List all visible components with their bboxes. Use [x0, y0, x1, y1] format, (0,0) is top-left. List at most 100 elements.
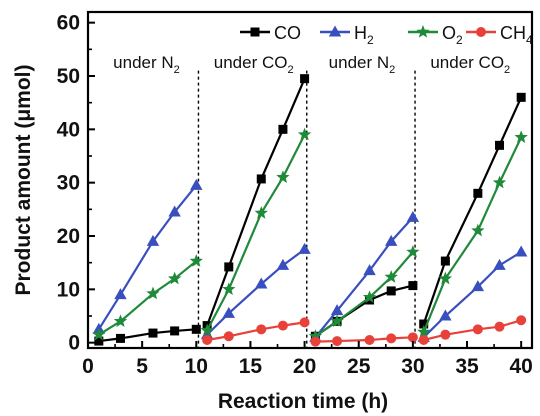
data-point-co-3-5 — [408, 281, 418, 291]
data-point-o2-3-2 — [330, 314, 344, 327]
series-line-h2-3 — [314, 216, 414, 339]
series-line-ch4-1 — [206, 321, 305, 342]
legend-marker — [250, 27, 260, 37]
phase-annotations: under N2 under CO2 under N2 under CO2 — [113, 53, 510, 76]
data-point-o2-2-1 — [200, 323, 214, 337]
legend: CO H2 O2 CH4 — [240, 23, 533, 47]
legend-item-h2: H2 — [320, 23, 374, 47]
series-line-o2-2 — [206, 134, 306, 331]
data-point-h2-2-5 — [298, 242, 311, 254]
data-point-h2-1-5 — [190, 178, 203, 190]
data-point-co-4-4 — [495, 140, 505, 150]
data-point-ch4-3-1 — [418, 335, 429, 345]
x-tick-label: 0 — [82, 355, 94, 378]
data-point-co-4-3 — [473, 188, 483, 198]
data-point-co-2-5 — [300, 74, 310, 84]
data-series — [92, 74, 528, 347]
data-point-h2-4-3 — [471, 280, 485, 292]
data-point-o2-1-5 — [189, 254, 203, 267]
series-o2 — [92, 127, 528, 342]
legend-label: CH4 — [500, 23, 533, 47]
legend-item-co: CO — [240, 23, 301, 43]
legend-marker — [328, 25, 342, 37]
y-tick-label: 50 — [57, 65, 80, 88]
y-tick-label: 20 — [57, 225, 80, 248]
data-point-ch4-3-3 — [472, 324, 483, 335]
y-tick-label: 40 — [57, 118, 80, 141]
data-point-o2-1-2 — [113, 314, 128, 327]
data-point-ch4-2-2 — [332, 336, 343, 347]
data-point-co-1-2 — [115, 333, 125, 343]
data-point-h2-3-4 — [385, 234, 398, 246]
data-point-o2-4-5 — [514, 130, 528, 143]
data-point-co-1-3 — [148, 328, 158, 338]
x-axis-title: Reaction time (h) — [218, 390, 388, 413]
y-axis-title: Product amount (μmol) — [12, 65, 35, 296]
series-co — [94, 74, 526, 346]
x-tick-label: 15 — [239, 355, 263, 378]
series-line-o2-1 — [98, 260, 197, 336]
data-point-o2-4-3 — [471, 223, 485, 237]
data-point-o2-3-5 — [406, 245, 420, 258]
data-point-ch4-3-5 — [516, 315, 527, 326]
data-point-o2-4-2 — [438, 271, 453, 285]
data-point-co-4-1 — [419, 319, 429, 329]
data-point-o2-4-1 — [417, 325, 431, 338]
series-line-o2-4 — [422, 136, 523, 333]
legend-marker — [476, 27, 486, 37]
data-point-o2-2-4 — [276, 170, 290, 183]
legend-item-ch4: CH4 — [466, 23, 533, 47]
series-h2 — [92, 178, 528, 342]
data-point-o2-2-3 — [254, 206, 268, 219]
data-point-o2-2-5 — [297, 127, 312, 141]
data-point-co-2-2 — [224, 262, 234, 272]
x-tick-label: 20 — [293, 355, 316, 378]
phase-label-2: under CO2 — [214, 53, 294, 76]
data-point-h2-2-3 — [255, 277, 268, 289]
legend-label: H2 — [354, 23, 374, 47]
series-line-h2-2 — [206, 248, 306, 336]
data-point-co-1-4 — [170, 326, 180, 336]
phase-label-4: under CO2 — [430, 53, 510, 76]
legend-label: O2 — [442, 23, 463, 47]
data-point-o2-1-1 — [92, 327, 106, 341]
phase-label-3: under N2 — [329, 53, 396, 76]
phase-dividers — [197, 70, 416, 348]
phase-label-1: under N2 — [113, 53, 180, 76]
x-tick-label: 30 — [401, 355, 424, 378]
data-point-ch4-2-1 — [310, 336, 321, 347]
data-point-h2-4-4 — [493, 258, 506, 270]
data-point-h2-2-2 — [222, 306, 235, 318]
data-point-co-1-1 — [94, 336, 104, 346]
data-point-h2-3-2 — [330, 304, 344, 316]
y-tick-label: 10 — [57, 278, 80, 301]
data-point-h2-1-4 — [168, 205, 181, 217]
y-tick-label: 0 — [68, 332, 80, 355]
data-point-o2-3-4 — [384, 270, 398, 283]
axes: 0 5 10 15 20 25 30 35 40 0 10 20 30 40 50 60 — [57, 10, 534, 378]
legend-marker — [416, 25, 430, 38]
data-point-ch4-3-4 — [494, 321, 505, 332]
x-tick-label: 5 — [136, 355, 148, 378]
data-point-h2-3-3 — [363, 264, 376, 276]
data-point-o2-2-2 — [222, 282, 236, 295]
series-line-o2-3 — [314, 251, 414, 338]
data-point-h2-3-5 — [406, 210, 420, 222]
data-point-o2-3-3 — [362, 290, 377, 303]
data-point-h2-4-5 — [514, 245, 528, 257]
data-point-h2-4-2 — [439, 309, 452, 321]
series-line-h2-1 — [97, 184, 198, 330]
data-point-o2-3-1 — [308, 329, 323, 342]
data-point-h2-2-4 — [276, 258, 290, 270]
data-point-co-4-5 — [516, 92, 526, 102]
series-line-ch4-2 — [315, 336, 413, 343]
data-point-ch4-1-3 — [256, 324, 267, 335]
data-point-o2-1-3 — [146, 286, 160, 300]
data-point-ch4-2-4 — [386, 333, 397, 344]
series-line-co-3 — [314, 284, 414, 338]
plot-frame — [86, 10, 534, 350]
data-point-ch4-2-5 — [407, 332, 418, 343]
data-point-co-2-3 — [256, 174, 266, 184]
x-tick-label: 25 — [347, 355, 371, 378]
